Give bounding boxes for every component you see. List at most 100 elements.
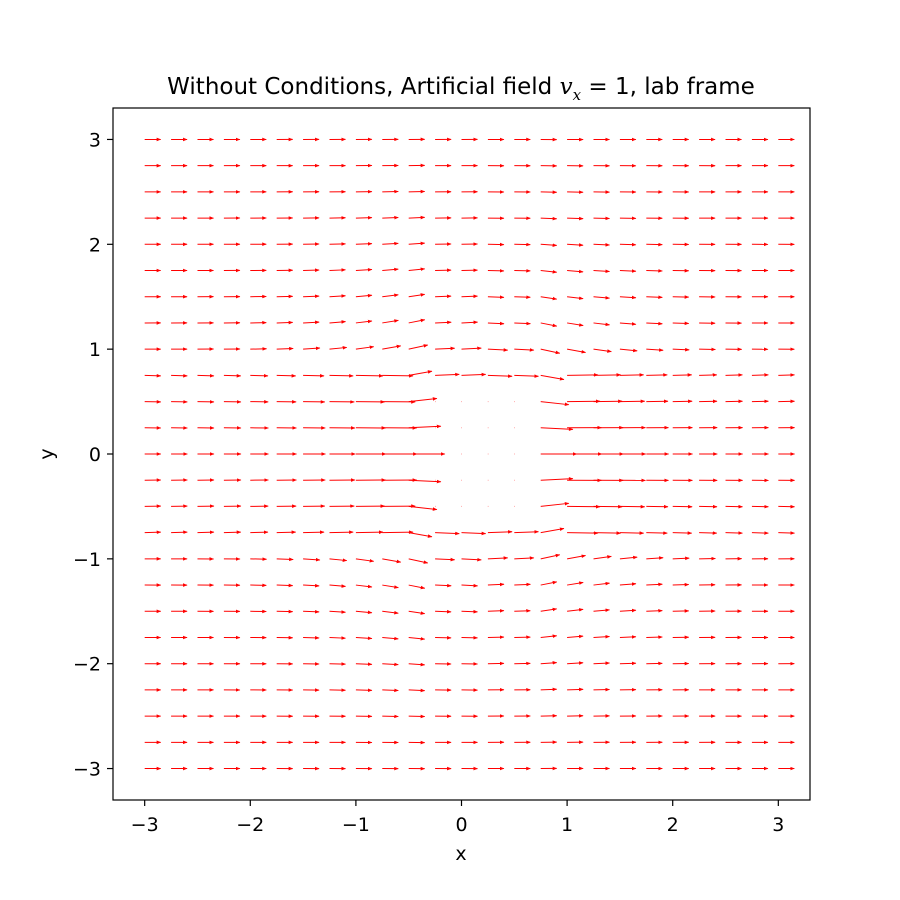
field-arrow <box>540 687 558 692</box>
field-arrow <box>171 373 188 378</box>
field-arrow <box>408 344 429 350</box>
field-arrow <box>303 346 321 351</box>
chart-title: Without Conditions, Artificial field vx … <box>167 74 755 104</box>
field-arrow <box>408 215 426 220</box>
field-arrow <box>593 296 610 300</box>
field-arrow <box>250 373 269 378</box>
field-arrow <box>540 607 558 612</box>
field-arrow <box>144 373 162 378</box>
field-arrow <box>382 636 399 641</box>
field-arrow <box>487 556 509 560</box>
field-arrow <box>408 558 429 564</box>
x-axis-ticks: −3 −2 −1 0 1 2 3 <box>131 800 784 836</box>
field-arrow <box>303 557 321 562</box>
field-arrow <box>567 322 584 327</box>
field-arrow <box>487 609 505 613</box>
field-arrow <box>408 532 433 538</box>
field-arrow <box>408 688 426 693</box>
field-arrow <box>329 610 346 614</box>
field-arrow <box>461 531 487 536</box>
field-arrow <box>382 374 414 378</box>
field-arrow <box>329 636 346 640</box>
y-tick-label: 0 <box>89 444 101 466</box>
field-arrow <box>303 320 320 325</box>
field-arrow <box>329 268 346 272</box>
x-tick-label: 0 <box>455 814 467 836</box>
field-arrow <box>461 320 479 325</box>
field-arrow <box>382 319 399 324</box>
field-arrow <box>223 530 242 535</box>
field-arrow <box>408 662 426 667</box>
x-tick-label: −2 <box>236 814 264 836</box>
field-arrow <box>461 372 487 377</box>
field-arrow <box>567 554 587 560</box>
field-arrow <box>619 322 637 326</box>
field-arrow <box>646 531 668 535</box>
field-arrow <box>382 584 399 589</box>
field-arrow <box>593 348 612 353</box>
field-arrow <box>171 530 188 535</box>
field-arrow <box>593 269 610 274</box>
field-arrow <box>408 636 426 641</box>
field-arrow <box>699 373 718 377</box>
field-arrow <box>329 346 348 350</box>
field-arrow <box>540 553 561 560</box>
field-arrow <box>540 216 558 221</box>
field-arrow <box>408 584 426 590</box>
field-arrow <box>619 295 637 300</box>
field-arrow <box>329 374 354 378</box>
field-arrow <box>567 531 599 535</box>
field-arrow <box>593 608 610 612</box>
field-arrow <box>435 372 460 377</box>
field-arrow <box>540 322 558 328</box>
field-arrow <box>355 584 373 589</box>
field-arrow <box>567 373 599 377</box>
field-arrow <box>355 374 384 378</box>
field-arrow <box>540 348 561 355</box>
field-arrow <box>408 610 426 615</box>
field-arrow <box>619 531 645 535</box>
field-arrow <box>144 530 162 535</box>
field-arrow <box>540 243 558 247</box>
field-arrow <box>303 294 320 299</box>
field-arrow <box>540 477 574 481</box>
field-arrow <box>355 558 375 563</box>
field-arrow <box>408 397 438 403</box>
field-arrow <box>382 344 402 350</box>
field-arrow <box>646 295 663 300</box>
field-arrow <box>514 321 531 326</box>
field-arrow <box>567 634 584 639</box>
field-arrow <box>567 296 584 300</box>
field-arrow <box>672 556 690 561</box>
field-arrow <box>567 243 584 247</box>
field-arrow <box>408 293 426 298</box>
field-arrow <box>593 243 610 247</box>
field-arrow <box>619 555 638 560</box>
field-arrow <box>778 531 795 535</box>
field-arrow <box>461 557 482 562</box>
field-arrow <box>382 662 399 667</box>
field-arrow <box>276 373 297 378</box>
y-tick-label: 3 <box>89 129 101 151</box>
field-arrow <box>382 610 399 615</box>
field-arrow <box>514 530 539 534</box>
field-arrow <box>435 557 456 562</box>
field-arrow <box>540 580 558 586</box>
field-arrow <box>699 531 718 535</box>
field-arrow <box>514 582 531 587</box>
field-arrow <box>329 320 346 324</box>
field-arrow <box>461 609 478 614</box>
field-arrow <box>487 295 505 299</box>
field-arrow <box>329 584 346 588</box>
field-arrow <box>646 321 663 326</box>
field-arrow <box>461 346 482 351</box>
field-arrow <box>593 531 622 535</box>
field-arrow <box>540 401 570 407</box>
field-arrow <box>435 609 452 614</box>
field-arrow <box>355 242 373 246</box>
field-arrow <box>593 555 612 560</box>
field-arrow <box>355 662 373 666</box>
field-arrow <box>672 321 690 326</box>
field-arrow <box>514 609 531 613</box>
